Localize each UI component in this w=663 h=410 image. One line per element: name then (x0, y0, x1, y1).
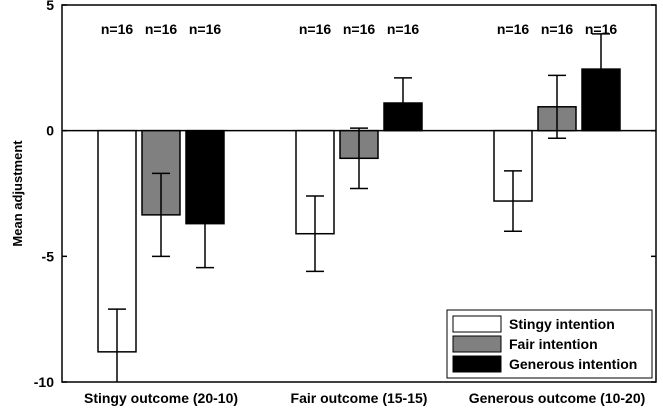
error-bars (108, 33, 610, 382)
n-label: n=16 (189, 21, 222, 37)
y-axis-label: Mean adjustment (10, 140, 25, 247)
y-axis-ticks: -10 -5 0 5 (34, 0, 656, 390)
n-label: n=16 (101, 21, 134, 37)
category-label: Generous outcome (10-20) (469, 390, 646, 406)
legend-label: Stingy intention (509, 316, 615, 332)
n-label: n=16 (343, 21, 376, 37)
n-label: n=16 (387, 21, 420, 37)
n-label: n=16 (145, 21, 178, 37)
x-axis-category-labels: Stingy outcome (20-10) Fair outcome (15-1… (84, 390, 645, 406)
n-label: n=16 (585, 21, 618, 37)
y-tick-label: -5 (42, 248, 55, 264)
bars (97, 68, 621, 353)
category-label: Stingy outcome (20-10) (84, 390, 238, 406)
legend-swatch (452, 315, 502, 333)
n-label: n=16 (497, 21, 530, 37)
legend-swatch (452, 335, 502, 353)
axes-frame (61, 4, 657, 383)
legend-label: Fair intention (509, 336, 598, 352)
legend-swatch (452, 355, 502, 373)
n-label: n=16 (541, 21, 574, 37)
y-tick-label: -10 (34, 374, 54, 390)
n-labels: n=16 n=16 n=16 n=16 n=16 n=16 n=16 n=16 n=16 (101, 21, 618, 37)
legend: Stingy intention Fair intention Generous i… (446, 309, 653, 379)
y-tick-label: 5 (46, 0, 54, 13)
category-label: Fair outcome (15-15) (291, 390, 428, 406)
n-label: n=16 (299, 21, 332, 37)
y-tick-label: 0 (46, 123, 54, 139)
legend-label: Generous intention (509, 356, 637, 372)
